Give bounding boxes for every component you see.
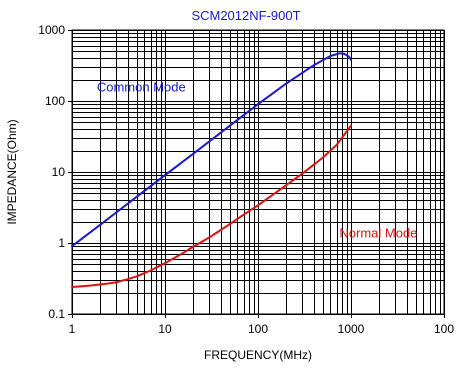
y-tick-label: 0.1 [48,307,65,321]
y-tick-label: 1000 [38,23,65,37]
x-tick-label: 100 [434,322,454,336]
y-tick-label: 1 [58,236,65,250]
series-line [71,52,352,248]
x-tick-label: 10 [158,322,172,336]
x-tick-label: 1 [69,322,76,336]
series-group [71,52,352,288]
y-tick-label: 100 [45,94,65,108]
series-label: Common Mode [97,80,186,95]
grid [68,30,445,318]
x-tick-label: 100 [248,322,268,336]
y-tick-labels: 0.1 1 10 100 1000 [38,23,65,321]
x-axis-label: FREQUENCY(MHz) [204,348,312,362]
series-labels: Common Mode Normal Mode [97,80,418,241]
y-axis-label: IMPEDANCE(Ohm) [5,119,19,224]
series-line [71,124,352,288]
series-label: Normal Mode [339,225,417,240]
x-tick-labels: 1 10 100 1000 100 [69,322,455,336]
x-tick-label: 1000 [338,322,365,336]
y-tick-label: 10 [52,165,66,179]
plot-frame [71,29,445,315]
chart-title: SCM2012NF-900T [191,8,300,23]
